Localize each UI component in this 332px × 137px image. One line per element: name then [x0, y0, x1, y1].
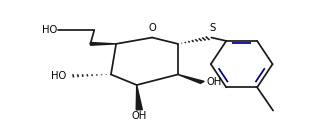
- Text: S: S: [209, 23, 216, 33]
- Polygon shape: [178, 74, 204, 83]
- Text: OH: OH: [132, 111, 147, 121]
- Text: O: O: [148, 23, 156, 33]
- Polygon shape: [136, 85, 142, 110]
- Polygon shape: [90, 42, 116, 45]
- Text: HO: HO: [42, 25, 57, 35]
- Text: OH: OH: [206, 77, 221, 87]
- Text: HO: HO: [51, 71, 66, 81]
